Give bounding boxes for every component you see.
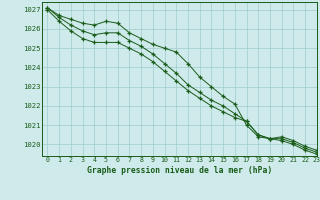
X-axis label: Graphe pression niveau de la mer (hPa): Graphe pression niveau de la mer (hPa) <box>87 166 272 175</box>
